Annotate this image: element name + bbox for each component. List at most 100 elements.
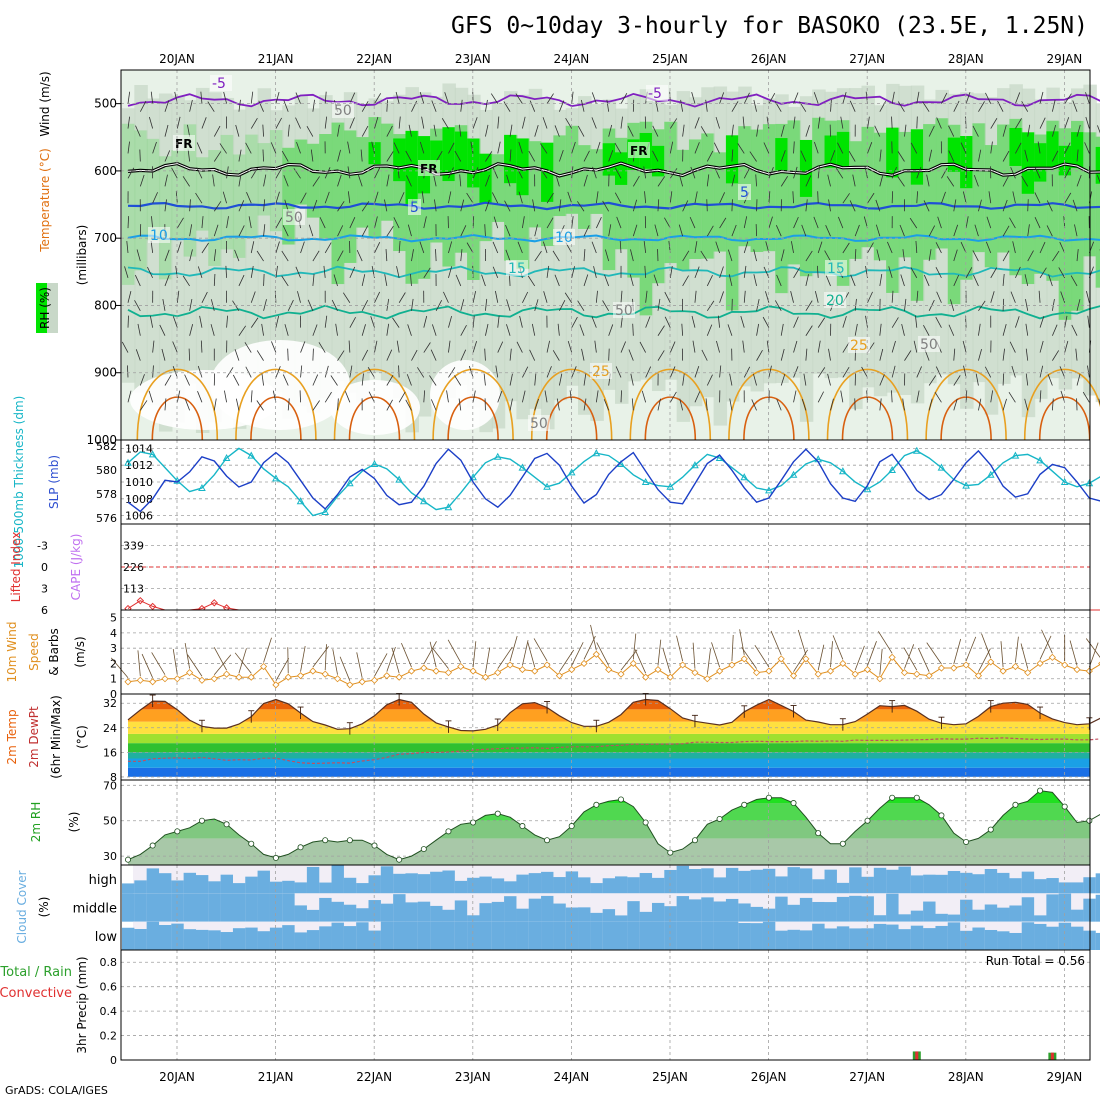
wind-barb [307,299,314,311]
rh-point [149,842,156,849]
rh-shade-mid [898,131,912,258]
wind10m-panel [110,609,1100,695]
wind-barb-10m [386,647,396,672]
cloud-cell [639,921,653,950]
thickness-point [198,483,206,491]
cloud-cell [356,908,369,922]
wind-barb [953,348,956,361]
wind-barb [331,299,338,312]
wind-speed-point [346,681,354,689]
wind-barb [386,151,394,162]
wind-barb [386,349,393,361]
wind-barb [235,398,240,411]
wind-axis-label: Wind (m/s) [38,71,52,136]
wind-barb [542,241,548,254]
wind-speed-point [198,676,206,684]
wind-barb [602,200,610,212]
wind-barb [749,151,757,162]
wind-barb [430,349,437,361]
wind-barb [577,201,585,212]
wind-barb [164,150,171,162]
thickness-point [469,473,477,481]
contour-label-bg [408,199,421,215]
wind-barb [620,290,623,303]
wind-barb [1002,250,1010,262]
cloud-cell [467,921,480,950]
wind-barb [948,150,955,162]
wind-barb [988,191,992,204]
wind-barb [694,117,700,129]
wind-barb [901,323,905,336]
cloud-axis-units: (%) [37,897,51,918]
wind-barb [583,249,586,262]
wind-barb [753,373,757,386]
wind-barb-10m [391,648,400,674]
wind-barb [719,291,724,303]
wind-barb [515,93,523,104]
wind-barb [196,142,203,154]
wind-barb [756,299,760,311]
wind-barb [546,265,550,278]
wind-barb [694,365,700,378]
wind-barb [706,274,713,287]
wind-barb [472,290,477,303]
wind-barb [196,167,203,179]
wind-barb [701,349,708,361]
wind-barb [472,117,478,129]
top-date-label: 27JAN [849,52,885,66]
cloud-cell [183,872,197,894]
wind-barb [559,100,565,112]
wind-barb [407,224,412,237]
wind-barb-10m [533,638,548,662]
wind-barb [318,342,326,353]
cloud-cell [775,876,788,894]
wind-barb [238,200,245,212]
cloud-cell [812,901,825,922]
wind-barb [805,125,810,137]
wind-barb [1039,241,1046,254]
cloud-cell [220,893,233,922]
wind-barb [875,224,881,237]
wind-barb [1064,142,1071,154]
wind-barb [397,166,400,179]
rh-shade-mid [590,149,604,214]
li-point [136,596,145,605]
wind-barb [631,398,634,411]
rh-shade-dark [393,138,407,182]
wind-barb [706,174,710,187]
wind-barb-10m [1041,629,1053,654]
cloud-cell [762,908,776,922]
wind-barb-10m [509,635,518,662]
wind-barb [197,365,203,378]
wind-barb [861,366,868,378]
wind-barb [137,323,141,336]
cloud-cell [688,869,702,894]
wind-barb [1002,273,1005,286]
wind-barb [506,174,511,187]
wind-barb-10m [184,642,191,669]
rh-shade-light [158,93,173,432]
wind-barb [715,241,720,254]
rh-axis-label: RH (%) [38,287,52,329]
wind-barb [275,366,281,378]
wind-barb [370,316,375,328]
wind-barb [817,367,826,378]
thickness-point [962,481,970,489]
wind-barb [583,274,589,287]
cloud-cell [997,931,1010,950]
cloud-cell [1046,894,1059,922]
thickness-tick-label: 582 [96,440,117,453]
wind-barb-10m [867,641,877,666]
wind-barb [814,291,819,303]
rh-shade-mid [787,120,802,265]
wind-barb [928,249,932,262]
cloud-cell [356,883,369,894]
wind-barb [367,367,375,378]
wind-barb-10m [741,647,757,669]
thickness-point [493,452,502,460]
cloud-cell [590,883,603,894]
wind-barb [398,192,405,204]
wind-barb-10m [141,653,154,678]
wind-barb [234,349,240,361]
wind-barb [691,315,696,328]
